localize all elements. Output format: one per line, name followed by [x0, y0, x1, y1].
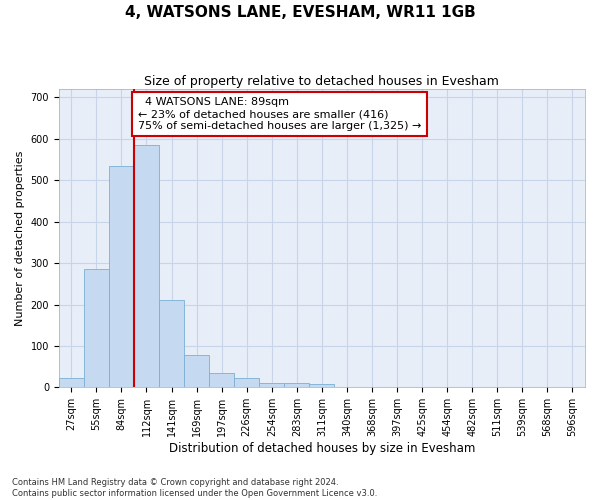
Bar	[134, 145, 159, 388]
Title: Size of property relative to detached houses in Evesham: Size of property relative to detached ho…	[145, 75, 499, 88]
Bar	[284, 383, 310, 388]
Text: Contains HM Land Registry data © Crown copyright and database right 2024.
Contai: Contains HM Land Registry data © Crown c…	[12, 478, 377, 498]
Bar	[109, 166, 134, 388]
Bar	[159, 300, 184, 388]
Bar	[209, 373, 234, 388]
Bar	[259, 383, 284, 388]
Bar	[184, 355, 209, 388]
Bar	[59, 378, 84, 388]
Text: 4, WATSONS LANE, EVESHAM, WR11 1GB: 4, WATSONS LANE, EVESHAM, WR11 1GB	[125, 5, 475, 20]
Y-axis label: Number of detached properties: Number of detached properties	[15, 150, 25, 326]
Bar	[310, 384, 334, 388]
Text: 4 WATSONS LANE: 89sqm
← 23% of detached houses are smaller (416)
75% of semi-det: 4 WATSONS LANE: 89sqm ← 23% of detached …	[138, 98, 421, 130]
X-axis label: Distribution of detached houses by size in Evesham: Distribution of detached houses by size …	[169, 442, 475, 455]
Bar	[84, 270, 109, 388]
Bar	[234, 378, 259, 388]
